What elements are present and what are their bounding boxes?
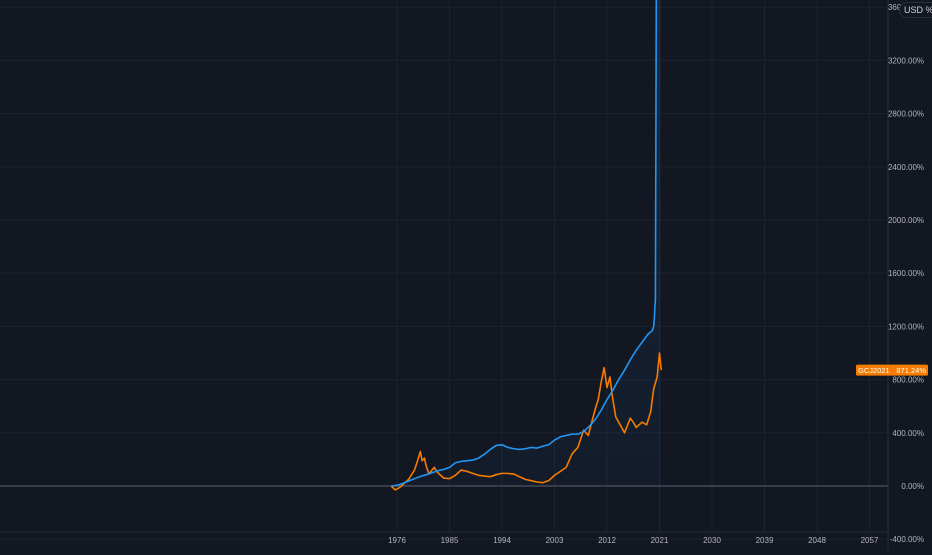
y-tick-label: 3200.00%: [888, 56, 924, 65]
baseline-layer: [0, 485, 888, 487]
price-label-bg: [856, 364, 928, 376]
series-line-gcj2021[interactable]: [390, 352, 663, 491]
series-layer: [390, 0, 663, 491]
currency-badge[interactable]: USD %: [899, 2, 932, 18]
y-tick-label: 800.00%: [892, 376, 924, 385]
y-tick-label: 1600.00%: [888, 269, 924, 278]
x-tick-label: 2039: [756, 536, 774, 545]
m1-area-fill: [391, 0, 661, 486]
grid-lines: [0, 0, 888, 540]
x-tick-label: 1985: [441, 536, 459, 545]
currency-code: USD: [904, 5, 924, 15]
x-tick-label: 2012: [598, 536, 616, 545]
price-label-value: 871.24%: [896, 366, 926, 375]
price-label-name: GCJ2021: [858, 366, 890, 375]
y-tick-label: 2800.00%: [888, 110, 924, 119]
y-tick-label: 1200.00%: [888, 322, 924, 331]
y-tick-label: -400.00%: [890, 535, 924, 544]
x-tick-label: 2057: [861, 536, 879, 545]
area-layer: [391, 0, 661, 486]
y-tick-label: 400.00%: [892, 429, 924, 438]
series-line-m1[interactable]: [391, 0, 660, 487]
x-axis[interactable]: 1976 1985 1994 2003 2012 2021 2030 2039 2048 2057: [0, 531, 888, 545]
scale-mode-percent[interactable]: %: [926, 5, 932, 15]
x-tick-label: 2003: [546, 536, 564, 545]
x-tick-label: 1976: [388, 536, 406, 545]
y-tick-label: 0.00%: [901, 482, 924, 491]
y-tick-label: 2400.00%: [888, 163, 924, 172]
x-tick-label: 2048: [808, 536, 826, 545]
x-tick-label: 2021: [651, 536, 669, 545]
x-tick-label: 1994: [493, 536, 511, 545]
price-label-gcj2021[interactable]: GCJ2021 871.24%: [856, 364, 928, 376]
y-axis[interactable]: -400.00% 0.00% 400.00% 800.00% 1200.00% 1600.…: [887, 0, 924, 550]
y-tick-label: 2000.00%: [888, 216, 924, 225]
x-tick-label: 2030: [703, 536, 721, 545]
